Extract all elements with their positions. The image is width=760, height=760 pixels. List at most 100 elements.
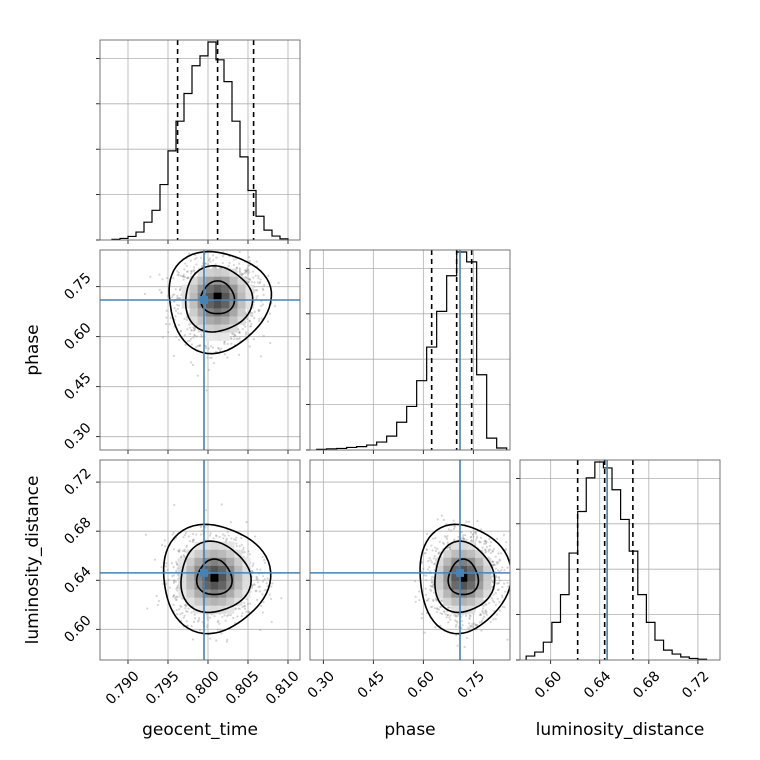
sample-point	[418, 590, 421, 593]
sample-point	[188, 540, 192, 543]
density-cell	[178, 557, 187, 566]
sample-point	[434, 546, 437, 549]
sample-point	[473, 622, 476, 625]
sample-point	[171, 294, 174, 297]
density-cell	[197, 308, 206, 317]
sample-point	[428, 556, 431, 560]
sample-point	[494, 555, 497, 558]
sample-point	[259, 278, 262, 281]
sample-point	[251, 570, 254, 573]
sample-point	[243, 268, 247, 272]
sample-point	[280, 597, 283, 600]
density-cell	[475, 589, 484, 598]
sample-point	[489, 548, 492, 551]
sample-point	[465, 538, 468, 541]
sample-point	[414, 595, 417, 598]
sample-point	[445, 616, 448, 619]
sample-point	[257, 319, 261, 323]
sample-point	[191, 363, 195, 367]
density-cell	[459, 557, 468, 566]
sample-point	[468, 617, 471, 621]
sample-point	[251, 583, 254, 586]
panel-frame	[309, 249, 511, 451]
density-cell	[218, 541, 227, 550]
sample-point	[195, 256, 198, 260]
sample-point	[221, 615, 224, 618]
sample-point	[492, 618, 495, 621]
sample-point	[184, 607, 187, 610]
sample-point	[503, 569, 506, 572]
sample-point	[190, 343, 194, 346]
sample-point	[190, 625, 193, 628]
sample-point	[248, 278, 251, 281]
sample-point	[233, 245, 235, 247]
sample-point	[165, 276, 169, 280]
sample-point	[265, 582, 268, 585]
density-cell	[194, 573, 203, 582]
sample-point	[179, 288, 182, 291]
sample-point	[189, 272, 193, 275]
sample-point	[251, 312, 254, 315]
y-tick-label: 0.60	[61, 320, 94, 353]
sample-point	[478, 540, 481, 543]
density-cell	[210, 605, 219, 614]
sample-point	[430, 577, 433, 581]
density-cell	[467, 549, 476, 558]
x-tick-label: 0.795	[143, 668, 183, 708]
sample-point	[242, 556, 245, 559]
sample-point	[193, 258, 196, 261]
sample-point	[456, 621, 459, 624]
x-tick-label: 0.68	[630, 668, 663, 701]
density-cell	[467, 597, 476, 606]
sample-point	[258, 282, 261, 285]
density-cell	[483, 565, 492, 574]
sample-point	[446, 614, 449, 617]
sample-point	[256, 281, 259, 284]
sample-point	[479, 612, 482, 616]
sample-point	[208, 257, 211, 260]
sample-point	[230, 537, 233, 540]
sample-point	[273, 305, 277, 308]
sample-point	[185, 620, 188, 623]
density-cell	[202, 581, 211, 590]
sample-point	[469, 540, 473, 543]
sample-point	[448, 546, 451, 549]
sample-point	[214, 263, 217, 266]
density-cell	[242, 581, 251, 590]
sample-point	[428, 565, 431, 569]
density-cell	[226, 541, 235, 550]
sample-point	[238, 545, 241, 548]
sample-point	[266, 577, 269, 580]
density-cell	[186, 581, 195, 590]
density-cell	[459, 549, 468, 558]
sample-point	[476, 520, 479, 523]
sample-point	[186, 318, 189, 321]
sample-point	[267, 274, 270, 277]
sample-point	[185, 270, 189, 273]
sample-point	[494, 618, 497, 621]
sample-point	[195, 335, 198, 338]
density-cell	[202, 541, 211, 550]
density-cell	[451, 557, 460, 566]
sample-point	[260, 604, 263, 608]
density-cell	[213, 268, 222, 277]
sample-point	[158, 288, 161, 291]
panel-hist-phase	[306, 249, 511, 454]
sample-point	[246, 267, 249, 270]
sample-point	[237, 328, 240, 331]
sample-point	[462, 533, 465, 537]
sample-point	[249, 325, 253, 328]
sample-point	[501, 594, 504, 597]
density-cell	[210, 557, 219, 566]
x-tick-label: 0.30	[305, 668, 338, 701]
sample-point	[175, 561, 178, 564]
sample-point	[250, 280, 253, 284]
density-cell	[451, 565, 460, 574]
sample-point	[186, 270, 189, 273]
density-cell	[213, 324, 222, 333]
density-cell	[451, 597, 460, 606]
sample-point	[183, 317, 186, 321]
sample-point	[432, 563, 436, 566]
y-label-luminosity-distance: luminosity_distance	[23, 476, 43, 645]
sample-point	[208, 534, 212, 537]
